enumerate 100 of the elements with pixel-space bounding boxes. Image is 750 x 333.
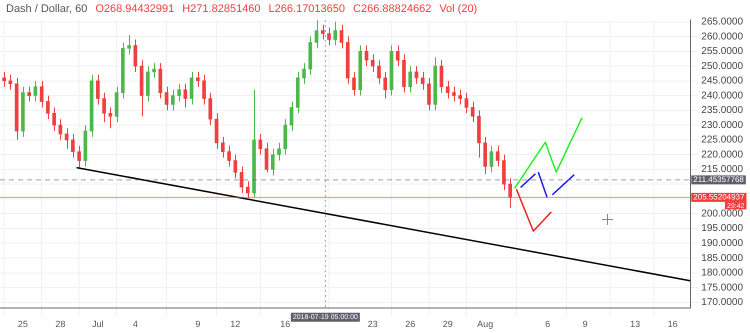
candlestick [27, 86, 31, 102]
candlestick [46, 95, 50, 120]
candlestick [264, 142, 268, 173]
x-tick-label: Jul [92, 319, 104, 330]
candlestick [134, 38, 138, 72]
candlestick [270, 148, 275, 176]
ref-line-label: 211.45357768 [693, 175, 744, 184]
y-tick-label: 175.0000 [701, 282, 744, 294]
candlestick [290, 101, 294, 132]
ref-line-label: 205.55204937 [693, 192, 746, 202]
candlestick [8, 74, 12, 90]
y-tick-label: 185.0000 [701, 252, 744, 264]
candlestick [171, 89, 175, 111]
candlestick [258, 133, 262, 156]
text: L266.17013650 [268, 3, 346, 15]
candlestick [152, 62, 156, 78]
x-tick-label: 13 [630, 319, 640, 330]
candlestick [440, 60, 444, 94]
candlestick [364, 44, 368, 67]
y-tick-label: 240.0000 [701, 90, 744, 102]
y-tick-label: 200.0000 [701, 208, 744, 220]
text: H271.82851460 [182, 3, 261, 15]
y-tick-label: 195.0000 [701, 223, 744, 234]
x-tick-label: 4 [132, 319, 138, 330]
x-tick-label: 12 [230, 319, 240, 330]
y-tick-label: 220.0000 [701, 149, 744, 160]
candlestick [64, 128, 68, 150]
y-tick-label: 225.0000 [701, 134, 744, 146]
y-tick-label: 255.0000 [701, 46, 744, 58]
y-tick-label: 230.0000 [701, 120, 744, 131]
candlestick [490, 145, 494, 173]
text: O268.94432991 [95, 3, 174, 15]
x-tick-label: 16 [668, 319, 678, 330]
x-tick-label: 16 [280, 319, 290, 330]
candlestick [240, 166, 244, 194]
candlestick [183, 83, 188, 108]
candlestick [427, 77, 431, 111]
candlestick [464, 92, 468, 114]
candlestick [277, 142, 281, 162]
y-tick-label: 180.0000 [701, 268, 744, 279]
candlestick [177, 83, 181, 102]
candlestick [420, 71, 425, 90]
y-tick-label: 265.0000 [701, 16, 744, 28]
candlestick [202, 74, 206, 105]
x-tick-label: 6 [545, 319, 550, 330]
candlestick [452, 86, 456, 102]
candlestick [233, 154, 238, 179]
candlestick [408, 66, 412, 94]
candlestick [302, 62, 306, 84]
y-tick-label: 190.0000 [701, 238, 744, 249]
candlestick [414, 66, 418, 84]
candlestick [314, 20, 318, 49]
y-tick-label: 215.0000 [701, 164, 744, 176]
candlestick [320, 24, 325, 40]
candlestick [58, 118, 62, 140]
y-tick-label: 250.0000 [701, 60, 744, 72]
candlestick [196, 71, 200, 88]
candlestick [370, 54, 375, 72]
candlestick [333, 21, 338, 46]
candlestick [446, 80, 450, 100]
text: Vol (20) [439, 3, 478, 15]
candlestick [190, 71, 194, 105]
candlestick [71, 133, 75, 158]
candlestick [383, 71, 388, 100]
y-tick-label: 235.0000 [701, 105, 744, 116]
x-tick-label: 23 [368, 319, 378, 330]
candlestick [470, 101, 475, 123]
x-tick-label: Aug [477, 319, 494, 330]
candlestick [102, 92, 106, 123]
candlestick [2, 71, 6, 88]
candlestick [40, 80, 44, 108]
x-tick-label: 9 [582, 319, 588, 330]
candlestick [208, 92, 212, 126]
candlestick [34, 80, 38, 102]
x-tick-label: 25 [18, 319, 28, 330]
candlestick [77, 145, 81, 168]
candlestick [164, 86, 168, 111]
candlestick [340, 24, 344, 49]
candlestick [127, 34, 131, 55]
y-tick-label: 260.0000 [701, 31, 744, 42]
x-tick-label: 26 [405, 319, 416, 330]
x-tick-label: 9 [195, 319, 200, 330]
y-tick-label: 245.0000 [701, 76, 744, 87]
x-tick-label: 28 [55, 319, 66, 330]
candlestick [52, 106, 56, 132]
text: C266.88824662 [353, 3, 432, 15]
candlestick [327, 27, 331, 46]
chart-title: Dash / Dollar, 60 [6, 3, 88, 15]
x-tick-label: 29 [442, 319, 453, 330]
candlestick [396, 44, 400, 67]
candlestick [227, 145, 231, 167]
candlestick [458, 89, 462, 105]
candlestick [496, 145, 500, 167]
y-tick-label: 170.0000 [701, 297, 744, 308]
candlestick [246, 180, 250, 200]
candlestick [220, 136, 225, 158]
candlestick [108, 106, 112, 129]
candlestick [352, 71, 356, 96]
candlestick [508, 178, 512, 208]
candlestick [377, 60, 381, 84]
